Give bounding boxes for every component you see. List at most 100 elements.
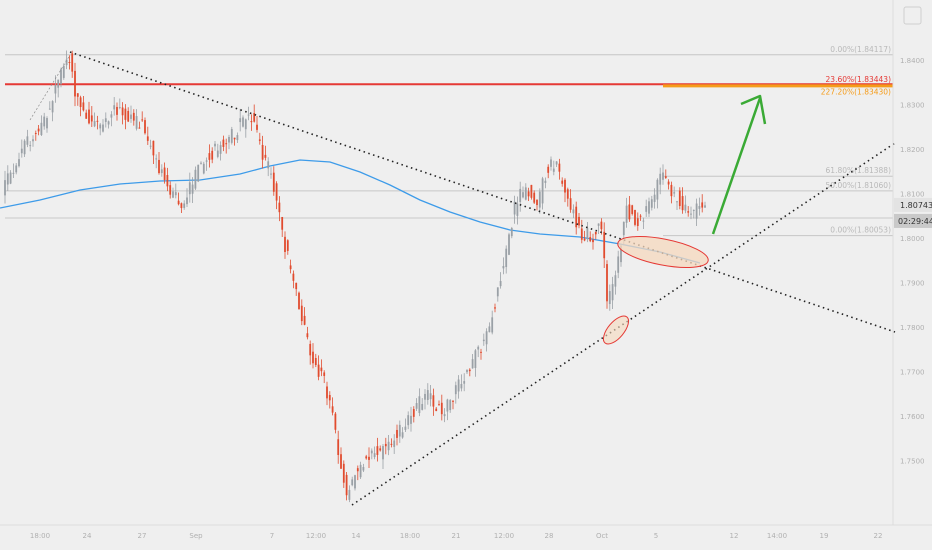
chart-settings-button[interactable] bbox=[903, 6, 922, 25]
candle-body bbox=[20, 148, 23, 154]
candle-body bbox=[631, 205, 634, 214]
candle-body bbox=[121, 107, 124, 116]
candle-body bbox=[214, 143, 216, 147]
candle-body bbox=[202, 163, 205, 174]
candle-body bbox=[180, 203, 183, 209]
candle-body bbox=[382, 446, 384, 460]
time-axis-label: 7 bbox=[270, 532, 274, 540]
fib-levels: 0.00%(1.84117) 23.60%(1.83443) 227.20%(1.8… bbox=[5, 45, 893, 237]
candle-body bbox=[446, 399, 449, 412]
candle-body bbox=[354, 475, 356, 489]
candle-body bbox=[90, 115, 93, 122]
candle-body bbox=[485, 331, 488, 345]
time-axis-label: 22 bbox=[874, 532, 883, 540]
candle-body bbox=[569, 198, 572, 210]
candle-body bbox=[561, 180, 564, 184]
candle-body bbox=[690, 213, 692, 215]
time-axis-label: 12:00 bbox=[306, 532, 326, 540]
candle-body bbox=[594, 231, 597, 235]
candle-body bbox=[149, 145, 152, 147]
candle-body bbox=[541, 178, 544, 204]
candle-body bbox=[132, 112, 135, 121]
candle-body bbox=[191, 184, 194, 194]
time-axis-label: 14 bbox=[352, 532, 361, 540]
time-axis-label: 12 bbox=[730, 532, 739, 540]
candle-body bbox=[617, 256, 620, 273]
candle-body bbox=[597, 223, 600, 226]
time-axis-label: 19 bbox=[820, 532, 829, 540]
candle-body bbox=[550, 159, 552, 167]
candle-body bbox=[412, 409, 415, 417]
candle-body bbox=[312, 351, 314, 364]
candle-body bbox=[334, 413, 337, 430]
candle-body bbox=[62, 65, 65, 78]
candle-body bbox=[286, 240, 289, 251]
candle-body bbox=[359, 464, 362, 478]
candle-body bbox=[692, 209, 695, 211]
candle-body bbox=[9, 172, 12, 184]
price-axis-label: 1.8200 bbox=[900, 146, 925, 154]
candle-body bbox=[457, 379, 460, 392]
candle-body bbox=[15, 165, 18, 173]
candle-body bbox=[298, 292, 300, 310]
candle-body bbox=[466, 369, 468, 373]
candle-body bbox=[317, 364, 320, 377]
fib-level-label: 23.60%(1.83443) bbox=[826, 75, 892, 84]
candle-body bbox=[239, 118, 242, 123]
candle-body bbox=[536, 199, 538, 206]
candle-body bbox=[186, 197, 188, 205]
candle-body bbox=[496, 287, 499, 297]
candle-body bbox=[29, 145, 32, 147]
candle-body bbox=[368, 456, 370, 460]
candle-body bbox=[362, 467, 365, 471]
candle-body bbox=[323, 372, 326, 376]
candle-body bbox=[54, 84, 57, 94]
candle-body bbox=[124, 108, 127, 120]
candle-body bbox=[76, 93, 79, 97]
fib-level-label: 0.00%(1.80053) bbox=[830, 226, 891, 235]
svg-text:02:29:44: 02:29:44 bbox=[898, 217, 932, 226]
candle-body bbox=[289, 265, 292, 270]
candle-body bbox=[110, 114, 113, 118]
candle-body bbox=[200, 162, 202, 164]
descending-trendline bbox=[69, 51, 896, 333]
candle-body bbox=[356, 468, 359, 472]
candle-body bbox=[306, 333, 309, 338]
candle-body bbox=[57, 79, 60, 88]
candle-body bbox=[648, 201, 650, 214]
candle-body bbox=[393, 440, 396, 447]
candle-body bbox=[592, 239, 594, 243]
candle-body bbox=[130, 114, 132, 119]
price-axis-label: 1.8400 bbox=[900, 57, 925, 65]
candle-body bbox=[93, 121, 96, 127]
candle-body bbox=[634, 209, 636, 225]
candle-body bbox=[533, 192, 536, 203]
candle-body bbox=[482, 339, 485, 342]
price-axis-label: 1.7800 bbox=[900, 324, 925, 332]
time-axis-label: 18:00 bbox=[30, 532, 50, 540]
candle-body bbox=[505, 248, 508, 268]
candle-body bbox=[48, 108, 51, 110]
candle-body bbox=[102, 124, 104, 132]
candle-body bbox=[429, 393, 432, 400]
candle-body bbox=[435, 408, 438, 412]
candle-body bbox=[650, 199, 653, 208]
candle-body bbox=[328, 394, 331, 401]
candle-body bbox=[292, 273, 295, 281]
candle-body bbox=[23, 140, 26, 155]
candle-body bbox=[398, 424, 401, 437]
candle-body bbox=[216, 150, 219, 157]
candle-body bbox=[278, 202, 281, 213]
candle-body bbox=[384, 443, 387, 447]
candle-body bbox=[188, 182, 191, 195]
candle-body bbox=[522, 192, 524, 198]
candle-body bbox=[331, 406, 334, 413]
candle-body bbox=[611, 284, 614, 301]
price-axis-label: 1.8000 bbox=[900, 235, 925, 243]
candle-body bbox=[183, 203, 186, 208]
candle-body bbox=[295, 282, 298, 290]
arrow-head-icon bbox=[740, 94, 767, 125]
candle-body bbox=[600, 221, 603, 230]
candle-body bbox=[502, 266, 505, 269]
